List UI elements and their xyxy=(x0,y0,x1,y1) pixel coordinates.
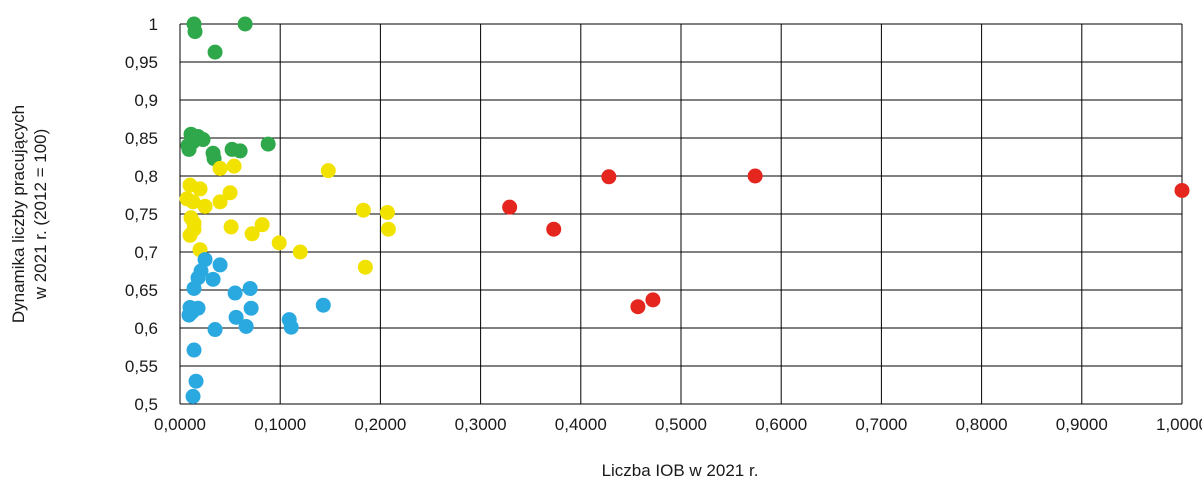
x-axis-title: Liczba IOB w 2021 r. xyxy=(602,461,759,480)
x-tick-label: 0,0000 xyxy=(154,415,206,434)
data-point xyxy=(283,319,299,335)
x-tick-label: 0,8000 xyxy=(956,415,1008,434)
y-tick-label: 0,55 xyxy=(125,357,158,376)
data-point xyxy=(205,271,221,287)
data-point xyxy=(292,244,308,260)
data-point xyxy=(226,158,242,174)
data-point xyxy=(186,280,202,296)
x-axis-ticks: 0,0000 0,1000 0,2000 0,3000 0,4000 0,5000 0,60… xyxy=(154,415,1202,434)
y-tick-label: 0,85 xyxy=(125,129,158,148)
data-point xyxy=(207,322,223,338)
y-tick-label: 0,5 xyxy=(134,395,158,414)
data-point xyxy=(271,235,287,251)
y-tick-label: 0,9 xyxy=(134,91,158,110)
data-point xyxy=(380,221,396,237)
data-point xyxy=(502,199,518,215)
data-point xyxy=(181,307,197,323)
data-points xyxy=(179,16,1190,404)
data-point xyxy=(630,299,646,315)
y-tick-label: 0,95 xyxy=(125,53,158,72)
x-tick-label: 0,9000 xyxy=(1056,415,1108,434)
data-point xyxy=(243,300,259,316)
x-tick-label: 0,7000 xyxy=(855,415,907,434)
x-tick-label: 0,5000 xyxy=(655,415,707,434)
data-point xyxy=(186,342,202,358)
data-point xyxy=(254,217,270,233)
data-point xyxy=(212,257,228,273)
y-tick-label: 0,75 xyxy=(125,205,158,224)
data-point xyxy=(222,185,238,201)
data-point xyxy=(185,388,201,404)
data-point xyxy=(232,143,248,159)
data-point xyxy=(357,259,373,275)
data-point xyxy=(237,16,253,32)
y-tick-label: 0,6 xyxy=(134,319,158,338)
data-point xyxy=(188,373,204,389)
y-tick-label: 0,8 xyxy=(134,167,158,186)
data-point xyxy=(187,24,203,40)
data-point xyxy=(197,252,213,268)
data-point xyxy=(212,194,228,210)
y-tick-label: 0,7 xyxy=(134,243,158,262)
data-point xyxy=(601,169,617,185)
data-point xyxy=(242,280,258,296)
data-point xyxy=(379,204,395,220)
data-point xyxy=(238,318,254,334)
data-point xyxy=(182,227,198,243)
data-point xyxy=(355,202,371,218)
y-axis-title-line-1: Dynamika liczby pracujących xyxy=(9,105,28,323)
data-point xyxy=(645,292,661,308)
y-tick-label: 1 xyxy=(149,15,158,34)
x-tick-label: 0,6000 xyxy=(755,415,807,434)
x-tick-label: 1,0000 xyxy=(1156,415,1202,434)
y-axis-title-line-2: w 2021 r. (2012 = 100) xyxy=(31,129,50,301)
data-point xyxy=(260,136,276,152)
y-axis-title: Dynamika liczby pracujących w 2021 r. (2… xyxy=(9,105,50,323)
x-tick-label: 0,1000 xyxy=(254,415,306,434)
x-tick-label: 0,2000 xyxy=(354,415,406,434)
x-tick-label: 0,3000 xyxy=(455,415,507,434)
data-point xyxy=(228,309,244,325)
y-tick-label: 0,65 xyxy=(125,281,158,300)
data-point xyxy=(244,226,260,242)
data-point xyxy=(315,297,331,313)
data-point xyxy=(747,168,763,184)
grid xyxy=(179,23,1183,405)
data-point xyxy=(207,44,223,60)
data-point xyxy=(227,285,243,301)
data-point xyxy=(197,198,213,214)
data-point xyxy=(212,160,228,176)
data-point xyxy=(181,141,197,157)
data-point xyxy=(192,181,208,197)
data-point xyxy=(320,163,336,179)
x-tick-label: 0,4000 xyxy=(555,415,607,434)
data-point xyxy=(1174,182,1190,198)
data-point xyxy=(185,194,201,210)
data-point xyxy=(223,219,239,235)
y-axis-ticks: 0,5 0,55 0,6 0,65 0,7 0,75 0,8 0,85 0,9 0,95 1 xyxy=(125,15,158,414)
data-point xyxy=(546,221,562,237)
